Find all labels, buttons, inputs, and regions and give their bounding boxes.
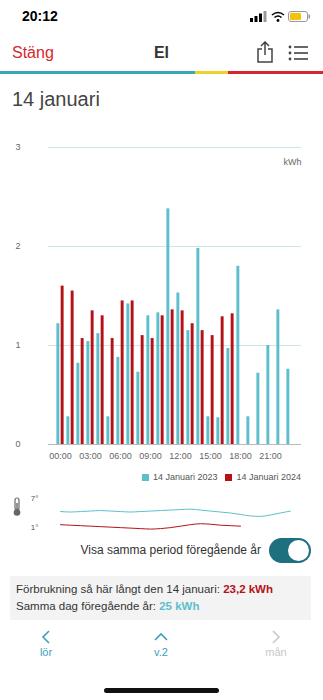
- html-text:14 Januari 2024: 14 Januari 2024: [236, 472, 301, 482]
- html-text:Samma dag föregående år: 25 kW: Samma dag föregående år: 25 kWh: [16, 600, 200, 612]
- svg-text:21:00: 21:00: [259, 451, 282, 461]
- html-text:14 januari: 14 januari: [12, 88, 100, 110]
- html-text:v.2: v.2: [154, 646, 168, 658]
- html-text:Förbrukning så här långt den 1: Förbrukning så här långt den 14 januari:…: [16, 583, 273, 595]
- html-text:20:12: 20:12: [22, 8, 58, 24]
- svg-text:1°: 1°: [31, 523, 39, 532]
- svg-text:1: 1: [15, 340, 20, 350]
- svg-text:09:00: 09:00: [139, 451, 162, 461]
- svg-text:06:00: 06:00: [109, 451, 132, 461]
- html-text:14 Januari 2023: 14 Januari 2023: [152, 472, 218, 482]
- html-text:lör: lör: [39, 646, 53, 658]
- html-text:Stäng: Stäng: [12, 44, 54, 61]
- html-text:Visa samma period föregående å: Visa samma period föregående år: [80, 543, 261, 557]
- svg-text:0: 0: [15, 439, 20, 449]
- svg-text:3: 3: [15, 142, 20, 152]
- svg-text:12:00: 12:00: [169, 451, 192, 461]
- html-text:El: El: [153, 44, 170, 61]
- svg-text:00:00: 00:00: [49, 451, 72, 461]
- svg-text:18:00: 18:00: [229, 451, 252, 461]
- svg-text:kWh: kWh: [284, 157, 302, 167]
- svg-text:03:00: 03:00: [79, 451, 102, 461]
- svg-text:15:00: 15:00: [199, 451, 222, 461]
- html-text:mån: mån: [265, 646, 287, 658]
- svg-text:7°: 7°: [31, 494, 39, 503]
- svg-text:2: 2: [15, 241, 20, 251]
